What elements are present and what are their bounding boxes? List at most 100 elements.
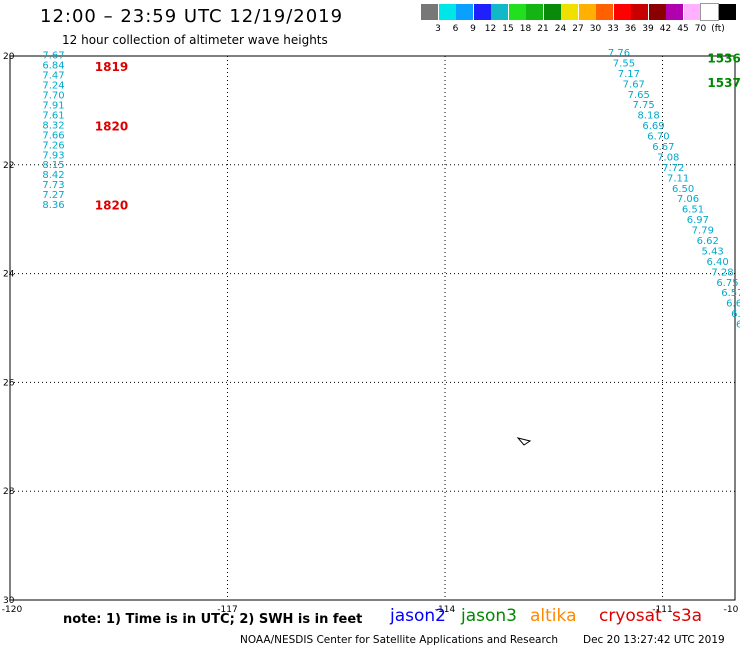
swh-value: 7.06 — [677, 194, 699, 205]
legend-label: 9 — [470, 24, 476, 34]
legend-swatch — [700, 3, 719, 21]
legend-label: 30 — [589, 24, 602, 34]
pass-number-label: 1536 — [707, 52, 740, 66]
mission-s3a-label: s3a — [672, 606, 703, 626]
swh-value: 6.67 — [652, 142, 674, 153]
swh-value: 6.62 — [697, 236, 719, 247]
map-subtitle: 12 hour collection of altimeter wave hei… — [62, 33, 328, 47]
legend-swatch — [473, 4, 491, 20]
longitude-tick-label: -10 — [724, 605, 739, 615]
legend-label: 45 — [677, 24, 689, 34]
legend-label: 15 — [502, 24, 514, 34]
swh-value: 7.11 — [667, 173, 689, 184]
swh-value: 7.24 — [42, 81, 64, 92]
swh-value: 7.93 — [42, 150, 64, 161]
latitude-tick-label: 22 — [3, 161, 14, 171]
legend-label: 70 — [694, 24, 707, 34]
legend-swatch — [526, 4, 543, 20]
longitude-tick-label: -114 — [435, 605, 456, 615]
longitude-tick-label: -111 — [652, 605, 672, 615]
swh-value: 7.91 — [42, 100, 64, 111]
swh-value: 5.43 — [702, 246, 724, 257]
swh-value: 6.70 — [647, 132, 669, 143]
swh-value: 7.27 — [42, 190, 64, 201]
mission-jason3-label: jason3 — [461, 606, 517, 626]
mission-cryosat-label: cryosat — [599, 606, 662, 626]
pass-number-label: 1820 — [95, 199, 128, 213]
legend-label: 39 — [642, 24, 654, 34]
swh-value: 7.76 — [608, 48, 630, 59]
mission-jason2-label: jason2 — [390, 606, 446, 626]
swh-value: 8.42 — [42, 170, 64, 181]
legend-label: 6 — [452, 24, 459, 34]
generation-timestamp: Dec 20 13:27:42 UTC 2019 — [583, 634, 725, 646]
legend-swatch — [491, 4, 508, 20]
swh-value: 6.57 — [721, 288, 740, 299]
swh-value: 7.72 — [662, 163, 684, 174]
swh-value: 7.28 — [711, 267, 733, 278]
swh-value: 8.15 — [42, 160, 64, 171]
swh-value: 7.67 — [623, 79, 645, 90]
pass-number-label: 1819 — [95, 60, 128, 74]
legend-swatch — [508, 4, 526, 20]
legend-swatch — [421, 4, 438, 20]
swh-value: 6.50 — [672, 184, 694, 195]
swh-value: 6.75 — [716, 278, 738, 289]
longitude-tick-label: -120 — [2, 605, 23, 615]
pass-number-label: 1820 — [95, 120, 128, 134]
legend-label: 3 — [435, 24, 441, 34]
swh-value: 7.70 — [42, 91, 64, 102]
legend-swatch — [596, 4, 613, 20]
swh-value: 6.69 — [642, 121, 664, 132]
swh-value: 7.55 — [613, 58, 635, 69]
legend-swatch — [648, 4, 666, 20]
legend-label: 24 — [554, 24, 567, 34]
latitude-tick-label: 30 — [3, 596, 15, 606]
swh-value: 8.32 — [42, 120, 64, 131]
swh-value: 7.66 — [42, 130, 64, 141]
legend-swatch — [613, 4, 631, 20]
legend-label: (ft) — [711, 24, 725, 34]
swh-value: 6.84 — [42, 61, 64, 72]
island-outline — [516, 437, 532, 446]
legend-swatch — [578, 4, 596, 20]
latitude-tick-label: 20 — [3, 52, 15, 62]
legend-swatch — [718, 4, 736, 20]
legend-label: 42 — [659, 24, 672, 34]
swh-value: 6.97 — [687, 215, 709, 226]
swh-value: 7.65 — [628, 90, 650, 101]
swh-value: 8.36 — [42, 200, 64, 211]
pass-number-label: 1537 — [707, 76, 740, 90]
legend-swatch — [456, 4, 473, 20]
latitude-tick-label: 26 — [3, 378, 15, 388]
swh-value: 7.47 — [42, 71, 64, 82]
legend-swatch — [666, 4, 683, 20]
latitude-tick-label: 24 — [3, 270, 15, 280]
legend-swatch — [561, 4, 578, 20]
credit-line: NOAA/NESDIS Center for Satellite Applica… — [240, 634, 558, 646]
swh-value: 7.67 — [42, 51, 64, 62]
swh-value: 7.26 — [42, 140, 64, 151]
legend-label: 27 — [572, 24, 584, 34]
legend-swatch — [543, 4, 561, 20]
legend-label: 33 — [607, 24, 619, 34]
legend-swatch — [631, 4, 648, 20]
legend-label: 12 — [484, 24, 497, 34]
legend-label: 18 — [519, 24, 532, 34]
swh-value: 7.75 — [633, 100, 655, 111]
legend-label: 36 — [624, 24, 637, 34]
swh-value: 7.17 — [618, 69, 640, 80]
swh-value: 6.40 — [706, 257, 728, 268]
swh-value: 6.51 — [682, 205, 704, 216]
swh-value: 6.67 — [726, 299, 740, 310]
legend-swatch — [438, 4, 456, 20]
swh-value: 6.63 — [731, 309, 740, 320]
latitude-tick-label: 28 — [3, 487, 15, 497]
legend-swatch — [683, 4, 701, 20]
swh-value: 7.73 — [42, 180, 64, 191]
map-title: 12:00 – 23:59 UTC 12/19/2019 — [40, 6, 344, 27]
footer-note: note: 1) Time is in UTC; 2) SWH is in fe… — [63, 612, 363, 627]
legend-label: 21 — [537, 24, 549, 34]
longitude-tick-label: -117 — [217, 605, 237, 615]
